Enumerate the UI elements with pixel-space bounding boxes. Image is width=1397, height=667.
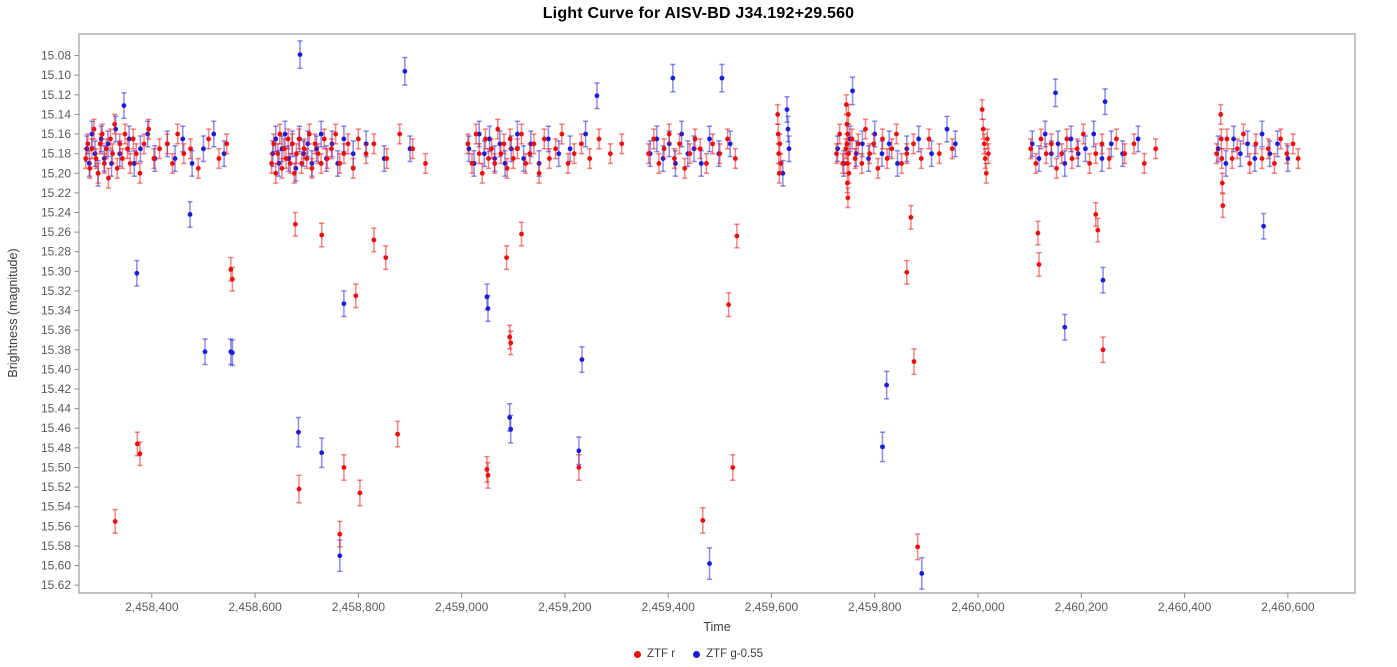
y-tick-label: 15.42 [41, 382, 71, 396]
y-tick-label: 15.28 [41, 245, 71, 259]
y-tick-label: 15.16 [41, 127, 71, 141]
y-tick-label: 15.20 [41, 166, 71, 180]
y-tick-label: 15.18 [41, 147, 71, 161]
y-axis-ticks: 15.08 15.10 15.12 15.14 15.16 15.18 15.20 15.22… [41, 49, 79, 592]
plot-border [78, 33, 1356, 594]
y-tick-label: 15.30 [41, 264, 71, 278]
y-tick-label: 15.52 [41, 480, 71, 494]
y-tick-label: 15.22 [41, 186, 71, 200]
y-tick-label: 15.60 [41, 559, 71, 573]
y-axis-label: Brightness (magnitude) [6, 248, 20, 377]
legend-item-1: ZTF g-0.55 [693, 648, 763, 660]
y-tick-label: 15.08 [41, 49, 71, 63]
y-tick-label: 15.50 [41, 460, 71, 474]
chart-legend: ZTF r ZTF g-0.55 [0, 645, 1397, 663]
chart-title: Light Curve for AISV-BD J34.192+29.560 [542, 5, 855, 22]
x-tick-label: 2,459,400 [642, 600, 696, 614]
series-ztf-g-0-55 [84, 40, 1291, 590]
x-tick-label: 2,458,600 [228, 600, 282, 614]
x-tick-label: 2,459,000 [435, 600, 489, 614]
legend-item-0: ZTF r [634, 648, 675, 660]
legend-label: ZTF g-0.55 [706, 648, 763, 660]
x-axis-label: Time [703, 620, 730, 634]
x-tick-label: 2,460,000 [951, 600, 1005, 614]
y-tick-label: 15.36 [41, 323, 71, 337]
x-axis-ticks: 2,458,400 2,458,600 2,458,800 2,459,000 2,45… [125, 593, 1315, 614]
y-tick-label: 15.34 [41, 304, 71, 318]
x-tick-label: 2,460,600 [1261, 600, 1315, 614]
y-tick-label: 15.46 [41, 421, 71, 435]
legend-marker-icon [693, 650, 701, 658]
x-tick-label: 2,460,200 [1055, 600, 1109, 614]
y-tick-label: 15.58 [41, 539, 71, 553]
data-points [83, 40, 1301, 590]
y-tick-label: 15.40 [41, 362, 71, 376]
y-tick-label: 15.56 [41, 519, 71, 533]
y-tick-label: 15.26 [41, 225, 71, 239]
x-tick-label: 2,459,600 [745, 600, 799, 614]
x-tick-label: 2,458,800 [332, 600, 386, 614]
legend-label: ZTF r [647, 648, 676, 660]
x-tick-label: 2,459,800 [848, 600, 902, 614]
y-tick-label: 15.62 [41, 578, 71, 592]
series-ztf-r [83, 94, 1301, 561]
y-tick-label: 15.48 [41, 441, 71, 455]
y-tick-label: 15.12 [41, 88, 71, 102]
y-tick-label: 15.54 [41, 500, 71, 514]
x-tick-label: 2,459,200 [538, 600, 592, 614]
y-tick-label: 15.14 [41, 107, 71, 121]
legend-marker-icon [634, 650, 641, 658]
y-tick-label: 15.10 [41, 68, 71, 82]
y-tick-label: 15.38 [41, 343, 71, 357]
y-tick-label: 15.32 [41, 284, 71, 298]
x-tick-label: 2,460,400 [1158, 600, 1212, 614]
x-tick-label: 2,458,400 [125, 600, 179, 614]
y-tick-label: 15.44 [41, 402, 71, 416]
y-tick-label: 15.24 [41, 205, 71, 219]
